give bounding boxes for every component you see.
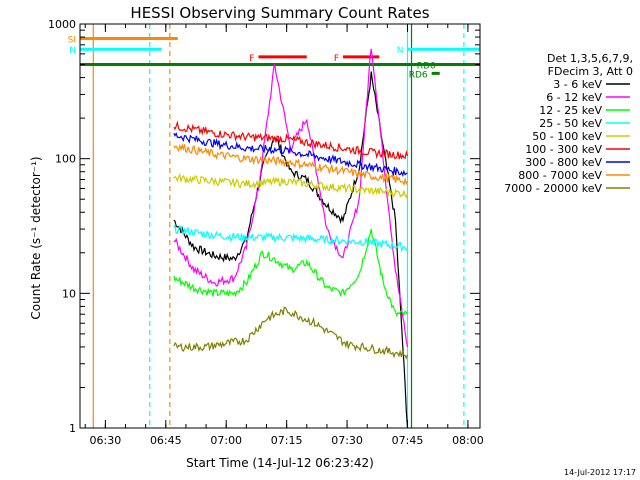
x-tick-label-4: 07:30: [331, 434, 363, 447]
y-tick-label-3: 1000: [48, 18, 76, 31]
legend-label-7: 800 - 7000 keV: [518, 169, 602, 182]
flag-label-6: RD0: [417, 62, 436, 72]
y-axis-label: Count Rate (s⁻¹ detector⁻¹): [29, 156, 43, 319]
legend-header-0: Det 1,3,5,6,7,9,: [547, 52, 633, 65]
series-line-2: [173, 228, 408, 318]
legend-label-1: 6 - 12 keV: [546, 91, 602, 104]
chart-title: HESSI Observing Summary Count Rates: [130, 4, 429, 22]
y-tick-label-0: 1: [69, 422, 76, 435]
series-line-5: [173, 120, 409, 160]
x-tick-label-5: 07:45: [392, 434, 424, 447]
legend-label-5: 100 - 300 keV: [525, 143, 602, 156]
series-line-6: [173, 132, 408, 178]
legend-label-4: 50 - 100 keV: [532, 130, 602, 143]
footer-timestamp: 14-Jul-2012 17:17: [564, 468, 636, 477]
legend-label-8: 7000 - 20000 keV: [504, 182, 602, 195]
x-tick-label-3: 07:15: [271, 434, 303, 447]
flag-label-2: N: [397, 46, 404, 56]
series-line-7: [173, 142, 409, 187]
y-tick-label-2: 100: [55, 153, 76, 166]
series-line-0: [173, 71, 409, 429]
x-axis-label: Start Time (14-Jul-12 06:23:42): [186, 456, 374, 470]
legend: Det 1,3,5,6,7,9,FDecim 3, Att 03 - 6 keV…: [504, 52, 633, 195]
x-tick-label-2: 07:00: [210, 434, 242, 447]
series-line-8: [173, 306, 409, 360]
plot-frame: [79, 23, 481, 429]
flag-label-0: SI: [68, 36, 76, 46]
legend-label-3: 25 - 50 keV: [539, 117, 602, 130]
x-tick-label-6: 08:00: [452, 434, 484, 447]
x-tick-label-1: 06:45: [150, 434, 182, 447]
x-tick-label-0: 06:30: [90, 434, 122, 447]
legend-label-0: 3 - 6 keV: [553, 78, 602, 91]
y-tick-label-1: 10: [62, 287, 76, 300]
series-line-1: [173, 48, 409, 348]
legend-label-2: 12 - 25 keV: [539, 104, 602, 117]
legend-label-6: 300 - 800 keV: [525, 156, 602, 169]
legend-header-1: FDecim 3, Att 0: [548, 65, 633, 78]
flag-label-3: F: [249, 54, 254, 64]
flag-label-7: RD6: [409, 70, 428, 80]
flag-label-1: N: [69, 46, 76, 56]
series-line-3: [173, 223, 409, 253]
series-line-4: [173, 172, 409, 199]
axis-layer: 1 10 100 1000 06:30 06:45 07:00 07:15 07:30 07:45…: [48, 18, 484, 447]
flag-label-4: F: [334, 54, 339, 64]
